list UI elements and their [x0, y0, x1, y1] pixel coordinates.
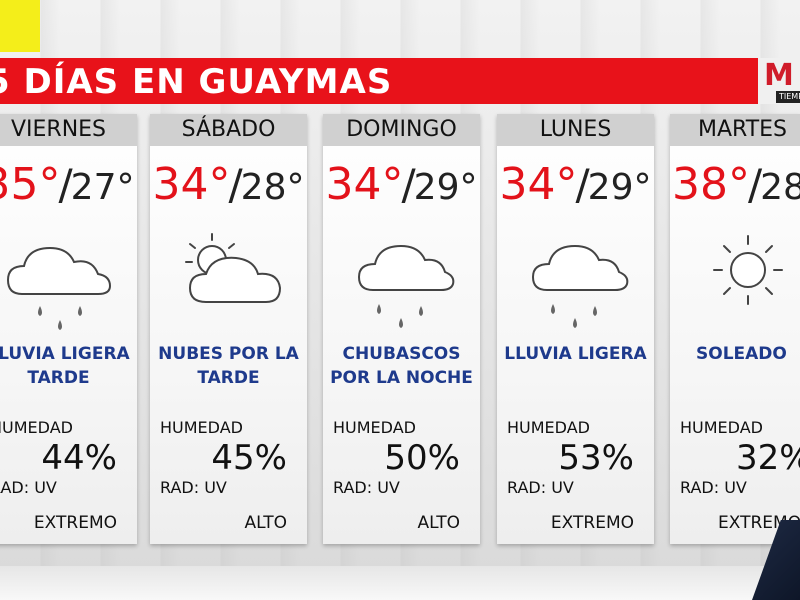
rain-cloud-icon: [0, 222, 137, 332]
title-banner: [0, 58, 800, 104]
day-name: SÁBADO: [150, 114, 307, 146]
day-card-domingo: DOMINGO 34°/29° CHUBASCOS POR LA NOCHE H…: [323, 114, 480, 544]
condition-text: NUBES POR LA TARDE: [158, 344, 299, 388]
humidity-value: 50%: [384, 438, 460, 478]
channel-logo: M TIEMP: [758, 58, 800, 104]
page-title: 5 DÍAS EN GUAYMAS: [0, 62, 393, 102]
temperatures: 35°/27°: [0, 160, 137, 213]
temperatures: 38°/28°: [670, 160, 800, 213]
day-name: LUNES: [497, 114, 654, 146]
low-temp: 29°: [587, 167, 652, 208]
day-card-lunes: LUNES 34°/29° LLUVIA LIGERA HUMEDAD 53% …: [497, 114, 654, 544]
humidity-label: HUMEDAD: [680, 418, 763, 437]
condition-text: SOLEADO: [696, 344, 787, 364]
day-name: MARTES: [670, 114, 800, 146]
uv-value: ALTO: [244, 513, 287, 533]
humidity-value: 44%: [41, 438, 117, 478]
partly-cloudy-icon: [150, 222, 307, 332]
high-temp: 34°: [152, 159, 231, 210]
condition-text: CHUBASCOS POR LA NOCHE: [330, 344, 473, 388]
day-name: VIERNES: [0, 114, 137, 146]
day-card-martes: MARTES 38°/28° SOLEADO HUMEDAD 32% RAD: …: [670, 114, 800, 544]
day-card-sabado: SÁBADO 34°/28° NUBES POR LA TARDE HUMEDA…: [150, 114, 307, 544]
rain-cloud-icon: [323, 222, 480, 332]
high-temp: 34°: [325, 159, 404, 210]
uv-label: RAD: UV: [0, 478, 57, 497]
humidity-label: HUMEDAD: [0, 418, 73, 437]
yellow-tab: [0, 0, 40, 52]
rain-cloud-icon: [497, 222, 654, 332]
low-temp: 28°: [240, 167, 305, 208]
sun-icon: [670, 222, 800, 332]
high-temp: 35°: [0, 159, 61, 210]
uv-label: RAD: UV: [507, 478, 574, 497]
uv-label: RAD: UV: [680, 478, 747, 497]
humidity-value: 45%: [211, 438, 287, 478]
uv-value: ALTO: [417, 513, 460, 533]
day-card-viernes: VIERNES 35°/27° LLUVIA LIGERA TARDE HUME…: [0, 114, 137, 544]
condition-text: LLUVIA LIGERA: [504, 344, 647, 364]
low-temp: 29°: [413, 167, 478, 208]
day-name: DOMINGO: [323, 114, 480, 146]
low-temp: 28°: [760, 167, 800, 208]
low-temp: 27°: [70, 167, 135, 208]
uv-value: EXTREMO: [550, 513, 634, 533]
humidity-label: HUMEDAD: [507, 418, 590, 437]
humidity-label: HUMEDAD: [333, 418, 416, 437]
condition-text: LLUVIA LIGERA TARDE: [0, 344, 130, 388]
temperatures: 34°/29°: [325, 159, 478, 210]
humidity-label: HUMEDAD: [160, 418, 243, 437]
humidity-value: 32%: [736, 438, 800, 478]
humidity-value: 53%: [558, 438, 634, 478]
uv-label: RAD: UV: [160, 478, 227, 497]
high-temp: 34°: [499, 159, 578, 210]
bottom-strip: [0, 566, 800, 600]
uv-label: RAD: UV: [333, 478, 400, 497]
high-temp: 38°: [672, 159, 750, 210]
uv-value: EXTREMO: [33, 513, 117, 533]
temperatures: 34°/29°: [499, 159, 652, 210]
logo-letter: M: [764, 58, 794, 93]
temperatures: 34°/28°: [152, 159, 305, 210]
logo-subtext: TIEMP: [776, 91, 800, 103]
